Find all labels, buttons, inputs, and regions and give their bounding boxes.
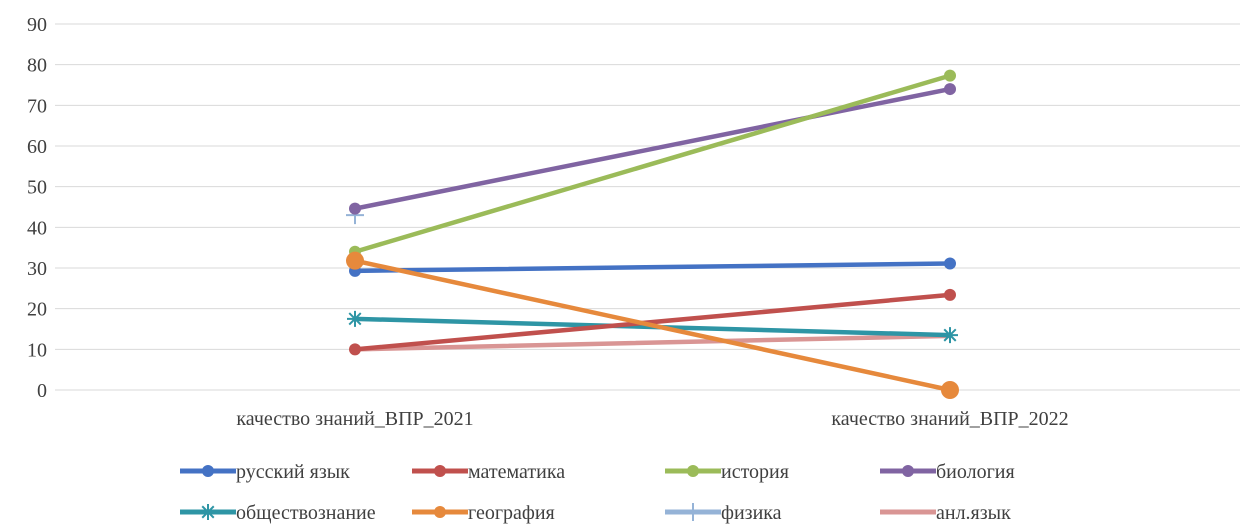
y-tick-label: 20 [27,299,47,321]
y-tick-label: 70 [27,95,47,117]
series-line [352,333,953,352]
legend-item: математика [412,461,565,483]
legend-label: география [468,502,555,524]
data-point [684,503,702,521]
data-point [349,202,361,215]
y-tick-label: 90 [27,14,47,36]
y-tick-label: 60 [27,136,47,158]
data-point [942,327,958,344]
legend-item: биология [880,461,1015,483]
data-point [941,381,959,399]
legend-item: анл.язык [880,502,1011,524]
data-point [687,465,699,477]
legend-label: физика [721,502,782,524]
legend-label: история [721,461,789,483]
legend-label: русский язык [236,461,350,483]
series-line [352,86,953,211]
data-point [434,465,446,477]
y-tick-label: 30 [27,258,47,280]
series-line [352,73,953,254]
y-tick-label: 80 [27,55,47,77]
series-line [352,261,953,274]
data-point [944,69,956,82]
y-tick-label: 50 [27,177,47,199]
series-1 [349,288,956,356]
series-5 [346,251,959,399]
legend: русский язык математика история биология общ… [180,461,1015,524]
legend-label: обществознание [236,502,376,524]
legend-label: анл.язык [936,502,1011,524]
legend-label: биология [936,461,1015,483]
data-point [944,83,956,96]
legend-item: история [665,461,789,483]
y-axis: 0 10 20 30 40 50 60 70 80 90 [27,14,47,402]
series-3 [349,83,956,215]
data-point [944,257,956,270]
data-point [346,251,364,270]
data-point [347,310,363,327]
y-tick-label: 40 [27,217,47,239]
series-0 [349,257,956,277]
data-point [349,343,361,356]
x-tick-label: качество знаний_ВПР_2021 [236,408,473,430]
data-point [434,506,446,518]
data-point [944,288,956,301]
x-axis: качество знаний_ВПР_2021 качество знаний_… [236,408,1068,430]
data-point [202,465,214,477]
legend-item: физика [665,502,782,524]
grid-lines [55,23,1240,391]
legend-item: обществознание [180,502,376,524]
data-point [200,504,216,520]
data-point [902,465,914,477]
series-lines [346,69,959,399]
series-7 [352,333,953,352]
legend-item: русский язык [180,461,350,483]
y-tick-label: 0 [37,380,47,402]
legend-item: география [412,502,555,524]
series-2 [349,69,956,258]
x-tick-label: качество знаний_ВПР_2022 [831,408,1068,430]
legend-label: математика [468,461,565,483]
series-line [352,258,953,393]
y-tick-label: 10 [27,339,47,361]
series-line [352,292,953,352]
